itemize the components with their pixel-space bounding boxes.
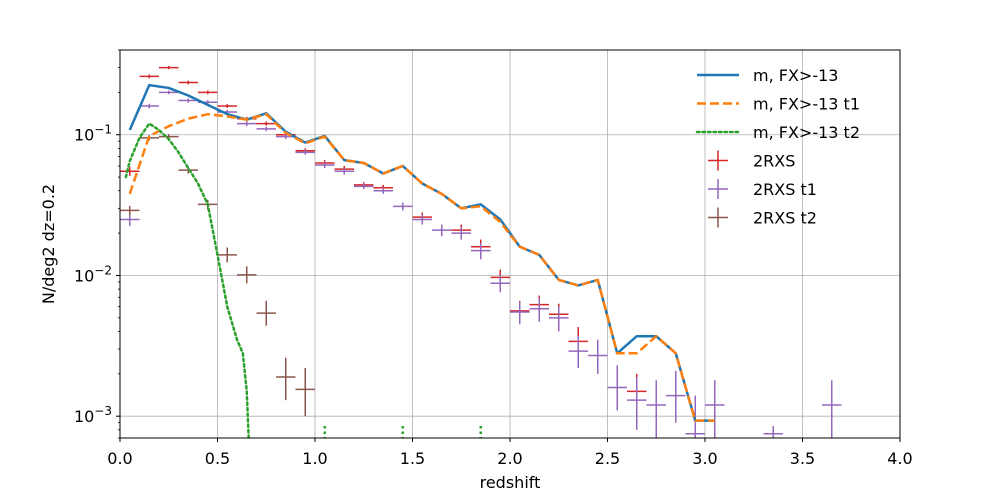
legend-label: 2RXS t1 [753,180,817,199]
y-tick-label: 10−2 [74,263,112,285]
x-tick-label: 0.5 [205,449,230,468]
legend-item: m, FX>-13 [697,66,838,85]
y-axis-label: N/deg2 dz=0.2 [39,184,58,304]
y-tick-label: 10−1 [74,123,112,145]
x-tick-label: 3.0 [692,449,717,468]
legend-item: 2RXS t2 [708,207,817,228]
x-tick-label: 1.0 [302,449,327,468]
legend: m, FX>-13 m, FX>-13 t1 m, FX>-13 t2 2RXS 2RX… [695,66,860,228]
legend-item: 2RXS [708,150,795,171]
legend-item: m, FX>-13 t2 [695,123,860,142]
x-tick-label: 0.0 [107,449,132,468]
errorbar-series [120,134,315,417]
legend-label: 2RXS t2 [753,209,817,228]
legend-label: 2RXS [753,152,795,171]
y-tick-label: 10−3 [74,404,112,426]
series-group [120,65,842,438]
x-tick-label: 3.5 [790,449,815,468]
series-line [128,112,715,422]
series-line [124,122,250,438]
errorbar-series [120,90,842,438]
legend-item: m, FX>-13 t1 [697,95,860,114]
legend-label: m, FX>-13 t2 [753,123,860,142]
x-tick-label: 4.0 [887,449,912,468]
legend-item: 2RXS t1 [708,179,817,199]
x-tick-label: 2.0 [497,449,522,468]
legend-label: m, FX>-13 t1 [753,95,860,114]
legend-label: m, FX>-13 [753,66,838,85]
x-tick-label: 1.5 [400,449,425,468]
x-axis-label: redshift [480,473,541,492]
axes: 0.0 0.5 1.0 1.5 2.0 2.5 3.0 3.5 4.0 10−3 10−2 10−1 [74,49,913,468]
x-tick-label: 2.5 [595,449,620,468]
